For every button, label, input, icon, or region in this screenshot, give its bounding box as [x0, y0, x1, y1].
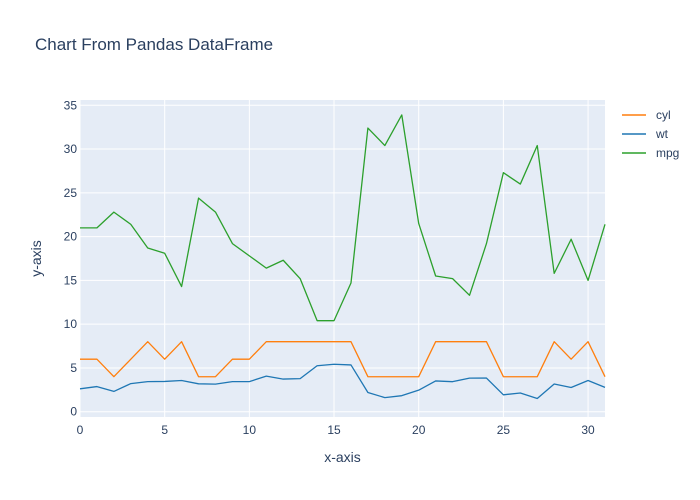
x-tick-label: 5	[161, 423, 168, 437]
gridlines	[79, 100, 605, 417]
y-tick-label: 0	[70, 405, 77, 419]
y-tick-label: 20	[64, 230, 78, 244]
legend-item-wt[interactable]: wt	[622, 127, 669, 141]
x-axis-title: x-axis	[324, 449, 361, 465]
series-line-wt	[79, 363, 606, 400]
series-lines	[79, 114, 606, 400]
y-tick-label: 5	[70, 361, 77, 375]
y-tick-label: 15	[64, 273, 78, 287]
x-tick-label: 0	[77, 423, 84, 437]
y-axis-ticks: 0 5 10 15 20 25 30 35	[64, 98, 78, 418]
y-axis-title: y-axis	[28, 240, 44, 277]
y-tick-label: 35	[64, 98, 78, 112]
x-tick-label: 10	[243, 423, 257, 437]
legend-label: cyl	[656, 108, 671, 122]
legend-item-cyl[interactable]: cyl	[622, 108, 671, 122]
legend-label: mpg	[656, 146, 679, 160]
x-axis-ticks: 0 5 10 15 20 25 30	[77, 423, 595, 437]
y-tick-label: 10	[64, 317, 78, 331]
legend[interactable]: cyl wt mpg	[622, 108, 679, 160]
x-tick-label: 25	[497, 423, 511, 437]
plot-area	[80, 100, 605, 417]
y-tick-label: 30	[64, 142, 78, 156]
series-line-mpg	[80, 114, 606, 322]
x-tick-label: 20	[412, 423, 426, 437]
legend-item-mpg[interactable]: mpg	[622, 146, 679, 160]
x-tick-label: 15	[327, 423, 341, 437]
legend-label: wt	[655, 127, 669, 141]
chart-title: Chart From Pandas DataFrame	[35, 35, 273, 54]
series-line-cyl	[80, 341, 606, 378]
y-tick-label: 25	[64, 186, 78, 200]
x-tick-label: 30	[581, 423, 595, 437]
